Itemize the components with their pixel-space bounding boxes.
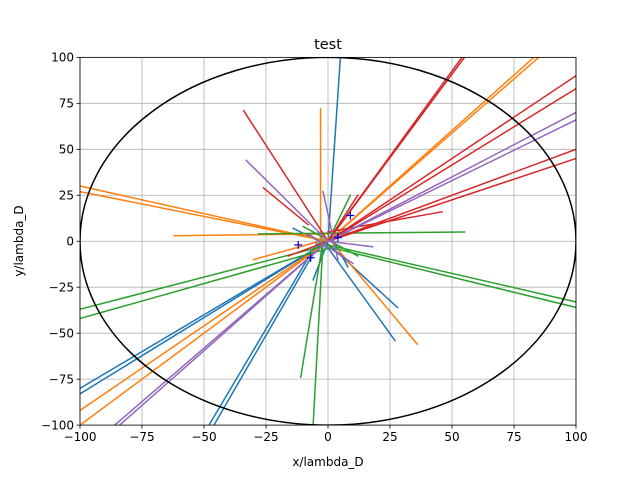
trajectory-blue bbox=[80, 240, 330, 395]
trajectory-red bbox=[326, 57, 463, 243]
trajectory-green bbox=[80, 244, 329, 311]
trajectory-orange bbox=[80, 185, 329, 243]
plus-marker bbox=[294, 240, 303, 249]
y-tick-label: 0 bbox=[66, 235, 74, 249]
trajectory-purple bbox=[307, 232, 354, 265]
trajectory-blue bbox=[213, 240, 322, 426]
trajectory-orange bbox=[80, 240, 330, 426]
trajectory-red bbox=[326, 87, 576, 243]
trajectory-red bbox=[327, 148, 576, 243]
plus-marker bbox=[346, 211, 355, 220]
trajectory-purple bbox=[245, 159, 330, 243]
trajectory-red bbox=[262, 186, 310, 226]
trajectory-orange bbox=[326, 57, 535, 243]
ticks: −100 −75 −50 −25 0 25 50 75 100 −100 −75 −50 −25 0 25 5… bbox=[41, 51, 587, 444]
trajectory-blue bbox=[319, 236, 397, 342]
trajectory-green bbox=[312, 240, 324, 426]
plus-marker bbox=[333, 233, 342, 242]
trajectory-red bbox=[327, 157, 576, 243]
trajectory-blue bbox=[80, 240, 330, 390]
x-tick-label: 0 bbox=[324, 430, 332, 444]
y-tick-label: 75 bbox=[59, 97, 74, 111]
y-tick-label: 50 bbox=[59, 143, 74, 157]
trajectory-green bbox=[257, 231, 466, 235]
x-tick-label: −75 bbox=[129, 430, 154, 444]
plus-marker bbox=[306, 253, 315, 262]
x-tick-label: −50 bbox=[191, 430, 216, 444]
trajectory-purple bbox=[322, 190, 339, 261]
y-tick-label: −50 bbox=[49, 326, 74, 340]
y-tick-label: −100 bbox=[41, 418, 74, 432]
trajectory-green bbox=[327, 245, 576, 309]
trajectory-orange bbox=[80, 240, 330, 412]
y-tick-label: −25 bbox=[49, 281, 74, 295]
trajectory-purple bbox=[326, 111, 576, 243]
x-tick-label: 50 bbox=[444, 430, 459, 444]
x-tick-label: −100 bbox=[64, 430, 97, 444]
x-axis-label: x/lambda_D bbox=[292, 455, 363, 469]
x-tick-label: 25 bbox=[382, 430, 397, 444]
x-tick-label: 100 bbox=[565, 430, 588, 444]
trajectory-green bbox=[80, 247, 329, 320]
series-layer bbox=[80, 57, 576, 426]
trajectory-red bbox=[242, 109, 330, 243]
trajectory-blue bbox=[327, 57, 342, 243]
trajectory-blue bbox=[208, 240, 320, 426]
trajectory-orange bbox=[326, 236, 419, 346]
x-tick-label: −25 bbox=[253, 430, 278, 444]
trajectory-red bbox=[327, 210, 443, 233]
y-tick-label: 25 bbox=[59, 189, 74, 203]
y-tick-label: −75 bbox=[49, 372, 74, 386]
y-tick-label: 100 bbox=[51, 51, 74, 65]
trajectory-purple bbox=[113, 240, 330, 426]
trajectory-purple bbox=[327, 240, 374, 248]
trajectory-green bbox=[327, 244, 576, 303]
y-axis-label: y/lambda_D bbox=[12, 205, 26, 276]
chart-title: test bbox=[314, 37, 342, 53]
x-tick-label: 75 bbox=[506, 430, 521, 444]
trajectory-red bbox=[326, 74, 576, 243]
trajectory-green bbox=[299, 240, 324, 379]
